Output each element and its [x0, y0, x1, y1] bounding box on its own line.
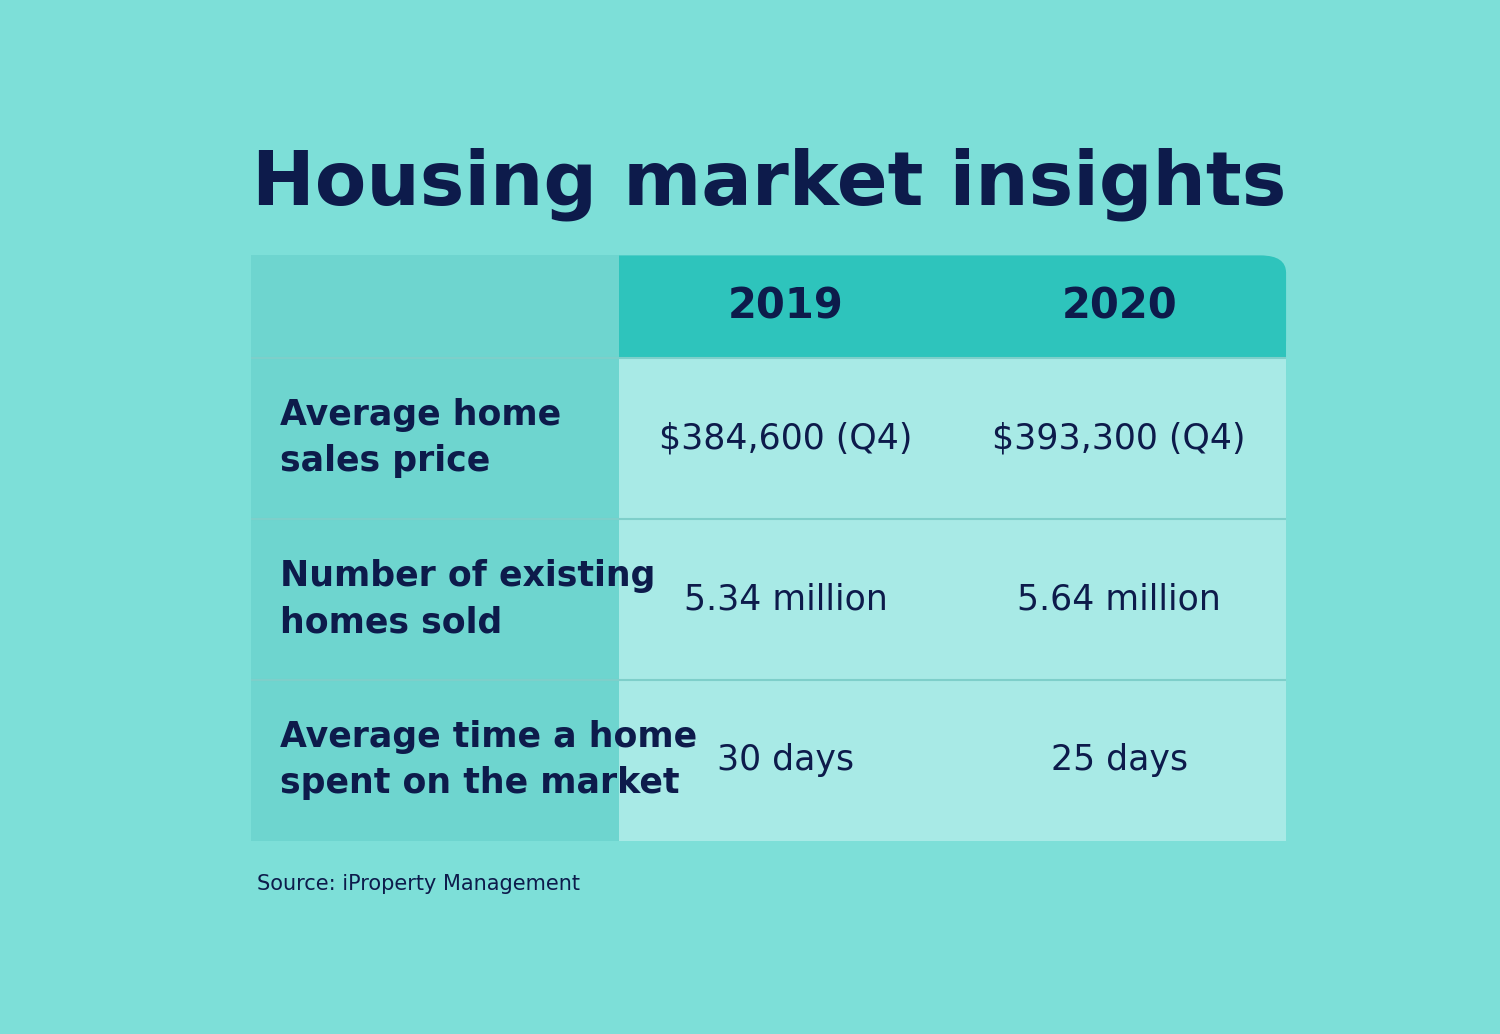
- FancyBboxPatch shape: [252, 255, 1286, 841]
- Text: 30 days: 30 days: [717, 743, 854, 778]
- Text: 5.64 million: 5.64 million: [1017, 582, 1221, 616]
- Bar: [252, 255, 618, 358]
- Text: $393,300 (Q4): $393,300 (Q4): [993, 421, 1246, 455]
- FancyBboxPatch shape: [252, 358, 618, 841]
- Text: Housing market insights: Housing market insights: [252, 147, 1286, 220]
- Text: Source: iProperty Management: Source: iProperty Management: [258, 875, 580, 894]
- Bar: [567, 358, 618, 841]
- FancyBboxPatch shape: [252, 358, 1286, 841]
- Text: 2019: 2019: [728, 285, 843, 328]
- Bar: [618, 358, 1286, 841]
- Text: Average time a home
spent on the market: Average time a home spent on the market: [280, 720, 698, 800]
- Text: 2020: 2020: [1062, 285, 1178, 328]
- FancyBboxPatch shape: [252, 255, 1286, 358]
- Text: $384,600 (Q4): $384,600 (Q4): [658, 421, 912, 455]
- Text: Average home
sales price: Average home sales price: [280, 398, 561, 479]
- Bar: [252, 307, 1286, 358]
- Bar: [252, 358, 618, 841]
- Text: 5.34 million: 5.34 million: [684, 582, 888, 616]
- Text: Number of existing
homes sold: Number of existing homes sold: [280, 559, 656, 639]
- Text: 25 days: 25 days: [1050, 743, 1188, 778]
